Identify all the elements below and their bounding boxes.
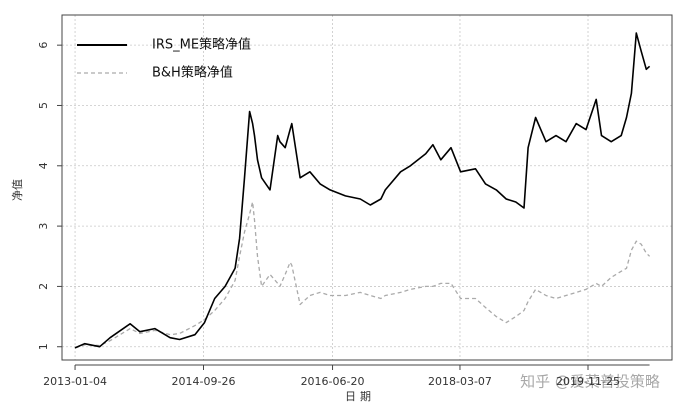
x-tick-label: 2019-11-25 bbox=[556, 375, 620, 388]
series-line bbox=[74, 32, 651, 349]
y-axis-label: 净值 bbox=[10, 179, 24, 201]
x-axis-label: 日期 bbox=[345, 390, 375, 403]
y-tick-label: 5 bbox=[37, 102, 50, 109]
plot-frame bbox=[61, 14, 673, 361]
y-tick-label: 4 bbox=[37, 162, 50, 169]
x-tick-label: 2014-09-26 bbox=[172, 375, 236, 388]
watermark: 知乎 @爱菜普投策略 bbox=[520, 373, 660, 391]
y-tick-label: 1 bbox=[37, 343, 50, 350]
y-tick-label: 6 bbox=[37, 42, 50, 49]
x-tick-label: 2018-03-07 bbox=[428, 375, 492, 388]
y-tick-label: 2 bbox=[37, 283, 50, 290]
legend-label: B&H策略净值 bbox=[152, 65, 233, 81]
y-tick-label: 3 bbox=[37, 223, 50, 230]
legend-label: IRS_ME策略净值 bbox=[152, 37, 251, 53]
x-tick-label: 2013-01-04 bbox=[43, 375, 107, 388]
x-tick-label: 2016-06-20 bbox=[301, 375, 365, 388]
series-line bbox=[74, 201, 651, 349]
